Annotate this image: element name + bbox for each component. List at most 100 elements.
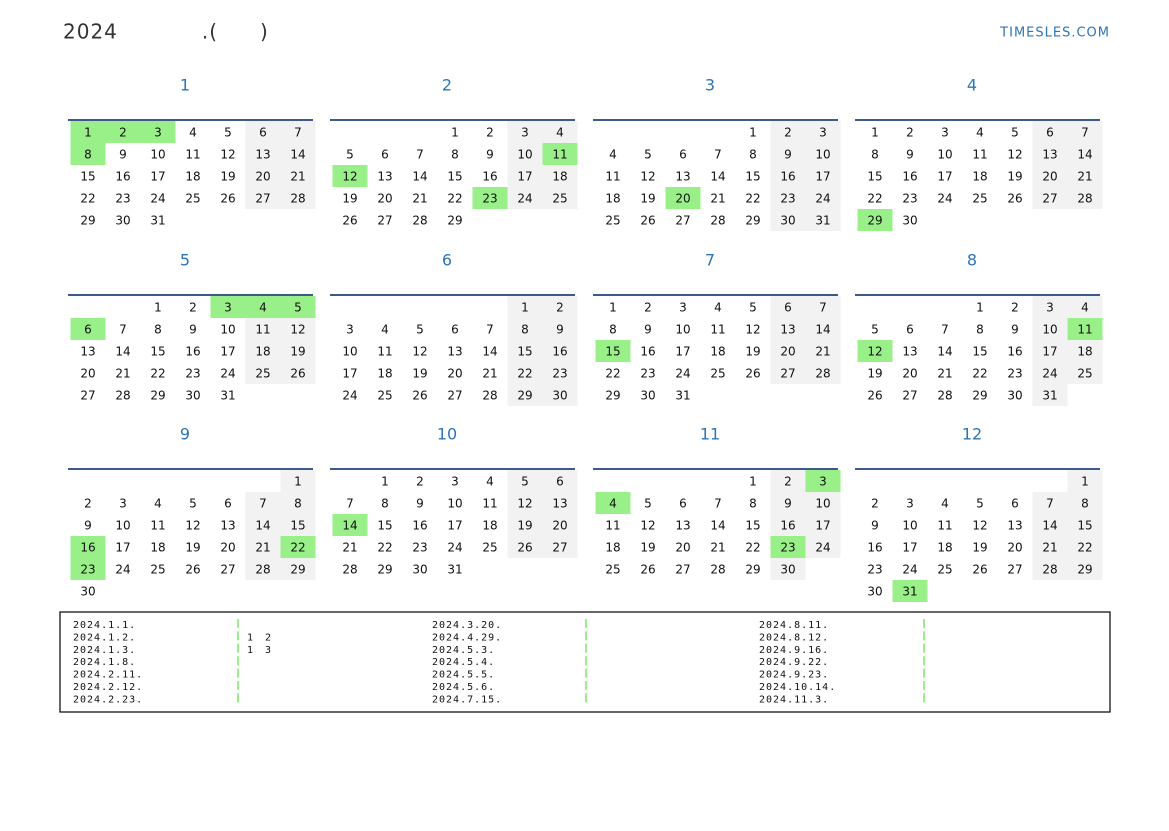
day: 1	[871, 126, 879, 140]
weekend-cell	[280, 165, 316, 187]
day: 14	[255, 519, 270, 533]
holiday-cell	[70, 121, 106, 143]
day: 18	[605, 541, 620, 555]
holiday-cell	[280, 536, 316, 558]
day: 24	[902, 563, 917, 577]
day: 9	[84, 519, 92, 533]
day: 5	[224, 126, 232, 140]
weekend-cell	[507, 340, 543, 362]
day: 10	[342, 345, 357, 359]
day: 13	[675, 170, 690, 184]
weekend-cell	[805, 536, 841, 558]
weekend-cell	[1067, 514, 1103, 536]
day: 14	[710, 170, 725, 184]
day: 26	[745, 367, 760, 381]
day: 6	[906, 323, 914, 337]
day: 30	[902, 214, 917, 228]
day: 27	[675, 563, 690, 577]
day: 15	[80, 170, 95, 184]
weekend-cell	[245, 514, 281, 536]
weekend-cell	[1067, 143, 1103, 165]
day: 16	[780, 170, 795, 184]
day: 16	[867, 541, 882, 555]
day: 5	[189, 497, 197, 511]
weekend-cell	[1067, 296, 1103, 318]
weekend-cell	[1032, 165, 1068, 187]
weekend-cell	[1067, 536, 1103, 558]
holiday-cell	[472, 187, 508, 209]
day: 19	[185, 541, 200, 555]
weekend-cell	[280, 558, 316, 580]
day: 27	[220, 563, 235, 577]
day: 14	[937, 345, 952, 359]
holiday-date: 2024.5.6.	[432, 682, 495, 693]
weekend-cell	[805, 318, 841, 340]
month-label: 8	[967, 251, 977, 270]
day: 13	[1042, 148, 1057, 162]
day: 31	[220, 389, 235, 403]
day: 20	[1007, 541, 1022, 555]
day: 27	[780, 367, 795, 381]
weekend-cell	[1032, 384, 1068, 406]
day: 6	[224, 497, 232, 511]
day: 21	[412, 192, 427, 206]
day: 5	[521, 475, 529, 489]
day: 20	[447, 367, 462, 381]
day: 10	[1042, 323, 1057, 337]
day: 12	[745, 323, 760, 337]
day: 21	[290, 170, 305, 184]
day: 14	[1042, 519, 1057, 533]
day: 7	[259, 497, 267, 511]
day: 17	[342, 367, 357, 381]
day: 1	[521, 301, 529, 315]
day: 10	[115, 519, 130, 533]
day: 11	[1077, 323, 1092, 337]
day: 31	[675, 389, 690, 403]
month-label: 3	[705, 76, 715, 95]
day: 13	[902, 345, 917, 359]
day: 9	[556, 323, 564, 337]
day: 22	[605, 367, 620, 381]
day: 25	[255, 367, 270, 381]
day: 30	[867, 585, 882, 599]
holiday-cell	[595, 492, 631, 514]
day: 15	[745, 519, 760, 533]
day: 26	[342, 214, 357, 228]
day: 1	[381, 475, 389, 489]
day: 29	[972, 389, 987, 403]
weekend-cell	[280, 121, 316, 143]
day: 14	[1077, 148, 1092, 162]
day: 24	[115, 563, 130, 577]
day: 5	[416, 323, 424, 337]
day: 20	[780, 345, 795, 359]
day: 2	[784, 126, 792, 140]
day: 12	[185, 519, 200, 533]
day: 18	[972, 170, 987, 184]
day: 26	[290, 367, 305, 381]
day: 19	[972, 541, 987, 555]
day: 11	[710, 323, 725, 337]
day: 7	[486, 323, 494, 337]
day: 13	[675, 519, 690, 533]
holiday-cell	[140, 121, 176, 143]
day: 8	[609, 323, 617, 337]
day: 28	[710, 214, 725, 228]
weekend-cell	[542, 470, 578, 492]
weekend-cell	[805, 362, 841, 384]
day: 30	[780, 214, 795, 228]
day: 22	[150, 367, 165, 381]
day: 17	[517, 170, 532, 184]
day: 25	[150, 563, 165, 577]
weekend-cell	[542, 492, 578, 514]
weekend-cell	[245, 362, 281, 384]
day: 4	[1081, 301, 1089, 315]
day: 23	[1007, 367, 1022, 381]
holiday-note: 1 3	[247, 645, 272, 656]
day: 24	[447, 541, 462, 555]
day: 24	[1042, 367, 1057, 381]
day: 19	[412, 367, 427, 381]
day: 22	[1077, 541, 1092, 555]
weekend-cell	[542, 362, 578, 384]
holiday-cell	[245, 296, 281, 318]
day: 28	[815, 367, 830, 381]
